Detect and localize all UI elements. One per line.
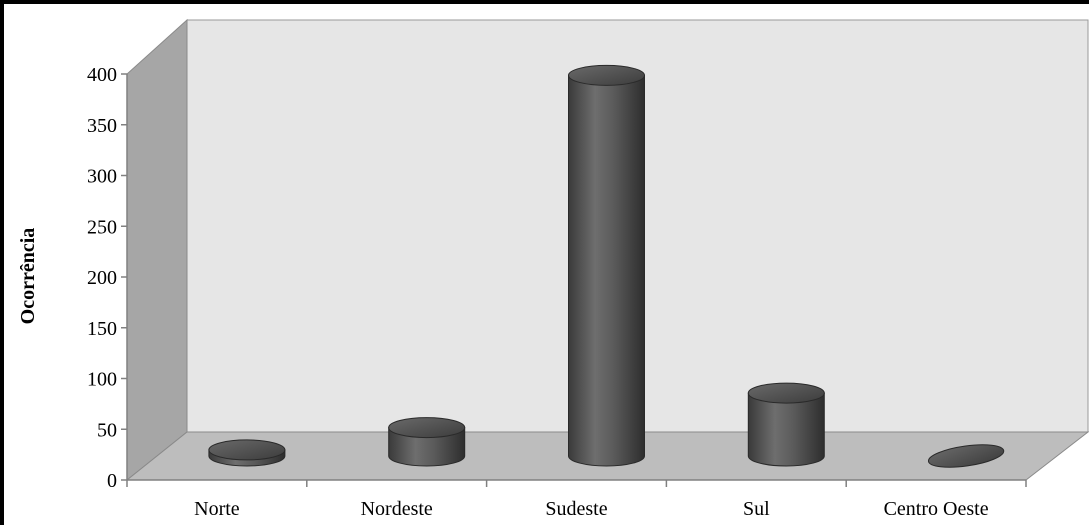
bar-top: [388, 417, 466, 439]
bar-top: [747, 382, 825, 404]
x-tick-label: Nordeste: [361, 498, 433, 520]
y-tick-label: 200: [87, 267, 117, 289]
y-tick-label: 400: [87, 64, 117, 86]
y-tick-label: 300: [87, 166, 117, 188]
y-tick-label: 250: [87, 216, 117, 238]
bar-top: [568, 64, 645, 86]
bar-sul: [747, 382, 825, 467]
x-tick-label: Centro Oeste: [884, 498, 989, 520]
y-tick-label: 100: [87, 369, 117, 391]
bar-top: [927, 444, 1005, 468]
y-ticks: 0 50 100 150 200 250 300 350 400: [87, 64, 127, 492]
x-tick-label: Norte: [194, 498, 240, 520]
y-tick-label: 350: [87, 115, 117, 137]
bar-body: [568, 74, 645, 467]
bar-body: [747, 392, 825, 467]
bar-nordeste: [388, 417, 466, 467]
bars: [208, 64, 1005, 468]
y-axis-label: Ocorrência: [17, 228, 39, 325]
bar-centro-oeste: [927, 444, 1005, 468]
bar-norte: [208, 439, 286, 467]
x-ticks: Norte Nordeste Sudeste Sul Centro Oeste: [126, 480, 1027, 520]
bar-sudeste: [568, 64, 645, 467]
x-tick-label: Sudeste: [545, 498, 607, 520]
bar-top: [208, 439, 286, 461]
y-tick-label: 150: [87, 318, 117, 340]
y-tick-label: 0: [107, 470, 117, 492]
chart-canvas: 0 50 100 150 200 250 300 350 400 Norte Nordeste Su…: [17, 18, 1089, 520]
bar-body: [388, 427, 466, 467]
side-wall: [126, 18, 188, 482]
x-tick-label: Sul: [743, 498, 770, 520]
y-tick-label: 50: [97, 419, 117, 441]
